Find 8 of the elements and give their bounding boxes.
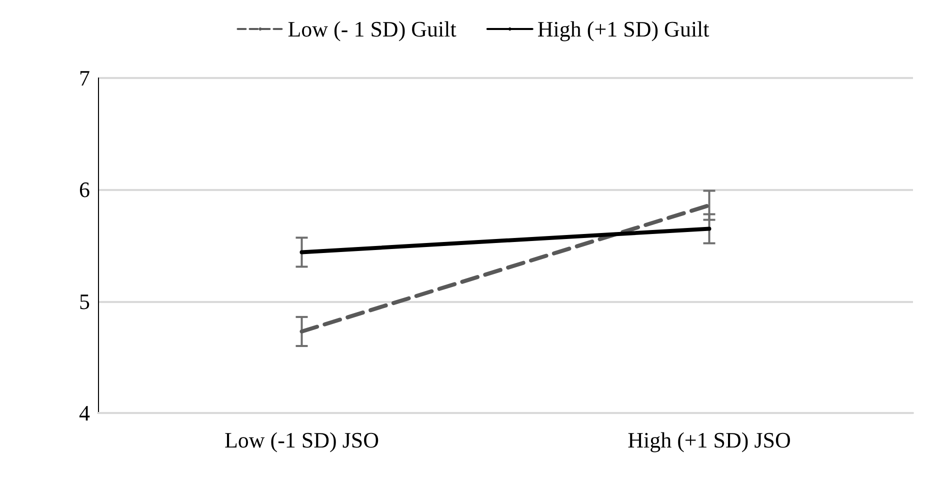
legend-label: Low (- 1 SD) Guilt (288, 16, 456, 42)
y-tick-label: 5 (79, 288, 90, 314)
x-tick-label: High (+1 SD) JSO (628, 428, 791, 452)
legend-label: High (+1 SD) Guilt (537, 16, 710, 42)
y-tick-label: 6 (79, 177, 90, 202)
y-tick-label: 7 (79, 66, 90, 90)
x-tick-label: Low (-1 SD) JSO (224, 428, 380, 452)
y-tick-label: 4 (79, 400, 90, 426)
